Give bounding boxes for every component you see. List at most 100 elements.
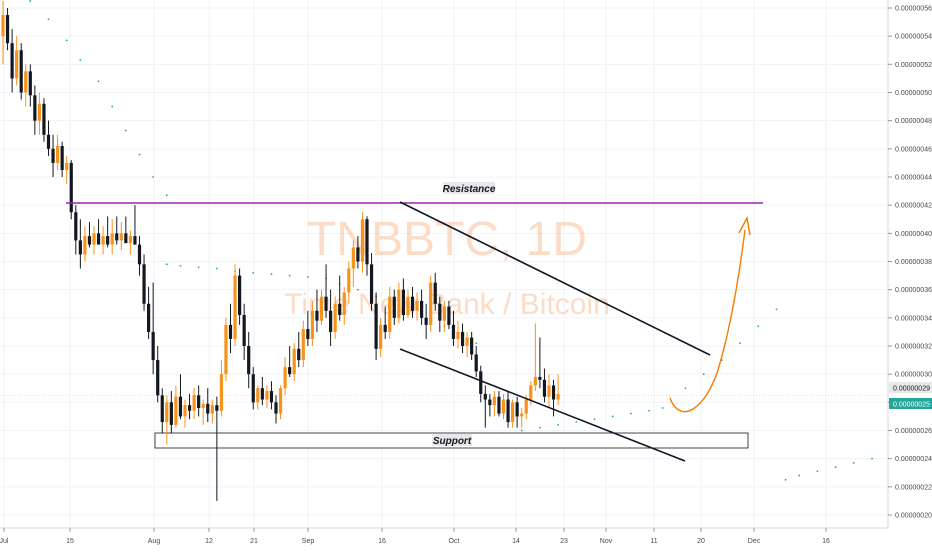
candle <box>501 393 506 420</box>
candle-body <box>474 354 478 372</box>
price-tick-label: 0.00000034 <box>895 315 932 322</box>
candle-body <box>278 388 283 414</box>
time-tick-label: Oct <box>449 538 460 545</box>
psar-dot <box>197 266 200 269</box>
candle <box>219 360 223 417</box>
time-axis[interactable]: Jul 15 Aug 12 21 Sep 16 Oct 14 23 Nov 11 20 Dec 16 <box>0 528 830 545</box>
candle-body <box>483 393 487 400</box>
candle-body <box>115 233 119 241</box>
candle <box>5 8 10 51</box>
candle <box>556 374 560 406</box>
psar-dot <box>475 342 478 345</box>
candle-body <box>156 360 160 396</box>
projection-curve[interactable] <box>669 229 746 413</box>
candle-body <box>5 15 10 44</box>
candle-body <box>74 212 78 241</box>
psar-dot <box>871 457 873 460</box>
candle-body <box>360 219 365 262</box>
candle <box>119 222 123 251</box>
price-tick-label: 0.00000024 <box>895 456 932 463</box>
candle <box>470 331 474 361</box>
price-tick-label: 0.00000048 <box>895 118 932 125</box>
time-tick-label: Nov <box>600 538 613 545</box>
candle <box>433 272 437 311</box>
psar-dot <box>630 412 632 415</box>
psar-dot <box>215 267 218 270</box>
candle-body <box>429 282 433 325</box>
candle <box>347 261 351 304</box>
symbol-watermark: TNBBTC, 1D <box>307 213 587 266</box>
price-tick-label: 0.00000030 <box>895 372 932 379</box>
time-tick-label: Dec <box>748 538 761 545</box>
candle-body <box>106 236 110 245</box>
candle-body <box>151 331 155 361</box>
candle-body <box>511 402 515 423</box>
candle-body <box>269 391 274 403</box>
candle <box>442 300 446 332</box>
channel-lower-trendline[interactable] <box>399 348 686 462</box>
psar-dot <box>757 325 760 328</box>
candle-body <box>65 162 69 170</box>
candle <box>78 219 82 269</box>
channel-upper-trendline[interactable] <box>399 201 711 356</box>
candle-body <box>37 103 41 121</box>
candle-body <box>470 337 474 355</box>
alt-price-label: 0.00000025 <box>893 402 930 409</box>
candle-body <box>333 303 337 332</box>
candle <box>56 134 60 170</box>
candle <box>338 275 342 321</box>
candle <box>319 289 324 325</box>
candle <box>360 212 365 273</box>
candle-body <box>119 233 123 241</box>
candle <box>274 395 278 424</box>
candle <box>15 36 19 86</box>
candle-body <box>392 296 396 318</box>
candle <box>278 385 283 420</box>
candle-body <box>183 405 187 417</box>
candle <box>160 388 164 434</box>
candle-body <box>410 296 415 311</box>
candle <box>92 226 96 255</box>
candle <box>288 346 292 377</box>
candle-body <box>301 329 305 361</box>
candle-body <box>228 324 233 339</box>
candle-body <box>10 43 14 79</box>
candle-body <box>388 296 392 332</box>
time-tick-label: 16 <box>378 538 386 545</box>
candle <box>465 331 469 358</box>
candle <box>147 286 151 339</box>
candle-body <box>206 403 210 414</box>
candle <box>251 367 255 410</box>
price-axis[interactable]: 0.00000056 0.00000054 0.00000052 0.00000050… <box>888 6 932 520</box>
candle-body <box>310 310 314 339</box>
candle <box>265 385 269 408</box>
time-tick-label: Jul <box>0 538 9 545</box>
candle-body <box>160 395 164 423</box>
candle-body <box>210 405 214 414</box>
candle <box>460 323 465 354</box>
candle <box>233 264 237 346</box>
candle <box>60 141 64 177</box>
candle <box>497 391 501 417</box>
candle-body <box>260 388 264 400</box>
candle-body <box>365 219 369 265</box>
candle-body <box>315 310 319 321</box>
candle <box>1 0 5 65</box>
time-tick-label: Sep <box>302 538 315 545</box>
candle <box>269 381 274 410</box>
psar-dot <box>798 474 801 477</box>
psar-dot <box>252 271 255 274</box>
alt-price-tag: 0.00000025 <box>889 398 932 409</box>
price-tick-label: 0.00000054 <box>895 34 932 41</box>
candle-body <box>187 405 192 411</box>
candle <box>310 300 314 346</box>
candle-body <box>78 240 82 255</box>
candle <box>511 399 515 428</box>
candle <box>197 385 201 417</box>
candle-body <box>515 402 519 417</box>
candle <box>483 385 487 428</box>
candle <box>169 391 173 434</box>
psar-dot <box>138 153 141 156</box>
